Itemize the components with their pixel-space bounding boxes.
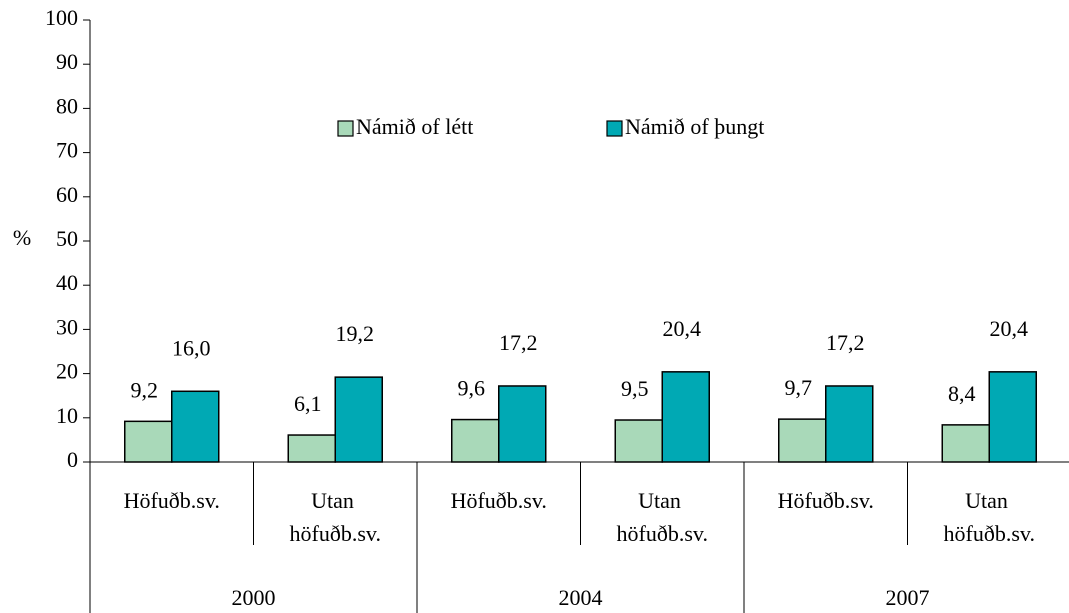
y-tick-label: 80 <box>56 93 78 118</box>
bar <box>124 420 173 463</box>
data-label: 9,2 <box>131 377 159 402</box>
data-label: 17,2 <box>826 330 865 355</box>
data-label: 6,1 <box>294 391 322 416</box>
group-label: 2007 <box>886 585 930 610</box>
legend-label: Námið of létt <box>356 114 473 139</box>
bar <box>498 385 547 463</box>
x-tick-label: Höfuðb.sv. <box>778 488 874 513</box>
x-tick-label: Höfuðb.sv. <box>124 488 220 513</box>
x-tick-line: höfuðb.sv. <box>290 521 381 546</box>
bar <box>825 385 874 463</box>
group-label: 2004 <box>559 585 603 610</box>
data-label: 9,6 <box>458 376 486 401</box>
y-tick-label: 90 <box>56 49 78 74</box>
y-tick-label: 30 <box>56 314 78 339</box>
y-tick-label: 0 <box>67 447 78 472</box>
data-label: 20,4 <box>990 316 1029 341</box>
y-axis-label: % <box>13 225 31 250</box>
x-tick-label: Utan höfuðb.sv. <box>290 488 381 546</box>
bar <box>988 371 1037 463</box>
bar <box>451 418 500 463</box>
bar <box>614 419 663 463</box>
data-label: 19,2 <box>336 321 375 346</box>
x-tick-line: Höfuðb.sv. <box>124 488 220 513</box>
bar <box>287 434 336 463</box>
bar <box>661 371 710 463</box>
y-tick-label: 20 <box>56 359 78 384</box>
x-tick-line: Utan <box>965 488 1013 513</box>
x-tick-line: höfuðb.sv. <box>617 521 708 546</box>
x-tick-line: Utan <box>638 488 686 513</box>
data-label: 9,5 <box>621 376 649 401</box>
x-tick-label: Utan höfuðb.sv. <box>617 488 708 546</box>
y-tick-label: 70 <box>56 138 78 163</box>
y-tick-label: 40 <box>56 270 78 295</box>
bar <box>941 424 990 463</box>
data-label: 20,4 <box>663 316 702 341</box>
bar <box>778 418 827 463</box>
x-tick-line: höfuðb.sv. <box>944 521 1035 546</box>
legend-label: Námið of þungt <box>625 114 764 139</box>
group-label: 2000 <box>232 585 276 610</box>
legend-swatch <box>337 120 354 137</box>
x-tick-line: Höfuðb.sv. <box>451 488 547 513</box>
y-tick-label: 60 <box>56 182 78 207</box>
x-tick-line: Höfuðb.sv. <box>778 488 874 513</box>
data-label: 16,0 <box>172 335 211 360</box>
data-label: 9,7 <box>785 375 813 400</box>
data-label: 8,4 <box>948 381 976 406</box>
x-tick-label: Höfuðb.sv. <box>451 488 547 513</box>
bar <box>171 390 220 463</box>
data-label: 17,2 <box>499 330 538 355</box>
y-tick-label: 50 <box>56 226 78 251</box>
legend-swatch <box>606 120 623 137</box>
y-tick-label: 100 <box>45 5 78 30</box>
x-tick-line: Utan <box>311 488 359 513</box>
x-tick-label: Utan höfuðb.sv. <box>944 488 1035 546</box>
bar <box>334 376 383 463</box>
y-tick-label: 10 <box>56 403 78 428</box>
